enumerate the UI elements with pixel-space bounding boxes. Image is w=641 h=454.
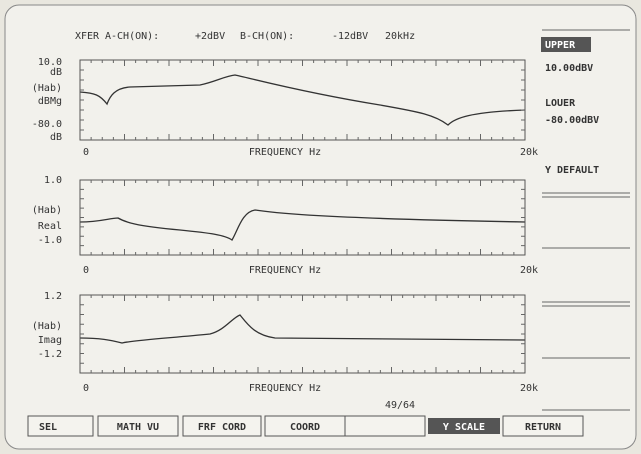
x-label: FREQUENCY Hz	[249, 265, 321, 276]
softkey[interactable]	[264, 415, 346, 437]
softkey-blank[interactable]	[344, 415, 426, 437]
y-label: (Hab)	[32, 205, 62, 216]
softkey-label[interactable]: COORD	[290, 422, 320, 433]
imag-curve	[79, 314, 526, 344]
y-label: Real	[38, 221, 62, 232]
softkey-label[interactable]: FRF CORD	[198, 422, 246, 433]
page-counter: 49/64	[385, 400, 415, 411]
side-default[interactable]: Y DEFAULT	[545, 165, 599, 176]
x-label: 0	[83, 265, 89, 276]
x-label: 20k	[520, 265, 538, 276]
side-lower[interactable]: LOUER	[545, 98, 576, 109]
header-text: B-CH(ON):	[240, 31, 294, 42]
softkey[interactable]	[182, 415, 262, 437]
side-upper[interactable]: UPPER	[545, 40, 576, 51]
softkey[interactable]	[97, 415, 179, 437]
x-label: 0	[83, 383, 89, 394]
softkey-label[interactable]: RETURN	[525, 422, 561, 433]
header-text: 20kHz	[385, 31, 415, 42]
y-label: 1.2	[44, 291, 62, 302]
y-label: dB	[50, 67, 62, 78]
y-label: -1.0	[38, 235, 62, 246]
y-label: dBMg	[38, 96, 62, 107]
x-label: FREQUENCY Hz	[249, 383, 321, 394]
header-text: -12dBV	[332, 31, 368, 42]
side-upper-value: 10.00dBV	[545, 63, 593, 74]
header-text: A-CH(ON):	[105, 31, 159, 42]
y-label: Imag	[38, 335, 62, 346]
y-label: (Hab)	[32, 321, 62, 332]
header-text: +2dBV	[195, 31, 225, 42]
softkey-label[interactable]: MATH VU	[117, 422, 159, 433]
x-label: 20k	[520, 383, 538, 394]
y-label: (Hab)	[32, 83, 62, 94]
magnitude-curve	[79, 74, 526, 126]
softkey[interactable]	[502, 415, 584, 437]
yscale-highlight	[428, 418, 500, 434]
x-label: 0	[83, 147, 89, 158]
y-label: -80.0	[32, 119, 62, 130]
side-lower-value: -80.00dBV	[545, 115, 599, 126]
upper-highlight	[541, 37, 591, 52]
real-curve	[79, 209, 526, 241]
y-label: -1.2	[38, 349, 62, 360]
x-label: 20k	[520, 147, 538, 158]
softkey-label[interactable]: Y SCALE	[443, 422, 485, 433]
y-label: 1.0	[44, 175, 62, 186]
x-label: FREQUENCY Hz	[249, 147, 321, 158]
y-label: 10.0	[38, 57, 62, 68]
softkey[interactable]	[27, 415, 94, 437]
softkey-label[interactable]: SEL	[39, 422, 57, 433]
header-text: XFER	[75, 31, 100, 42]
y-label: dB	[50, 132, 62, 143]
